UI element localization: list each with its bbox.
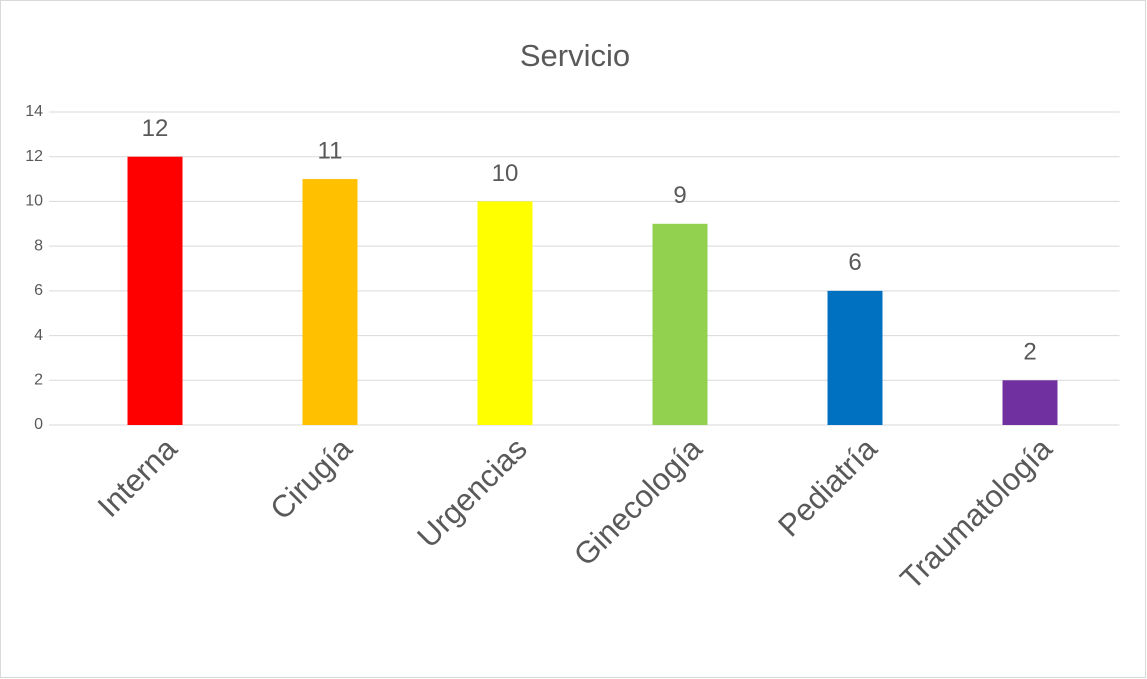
bar <box>302 179 358 425</box>
bar <box>1002 380 1058 425</box>
data-label: 2 <box>1023 339 1036 366</box>
bar <box>827 290 883 425</box>
bar <box>127 156 183 425</box>
y-tick-label: 12 <box>25 148 43 165</box>
data-label: 9 <box>673 182 686 209</box>
data-label: 11 <box>318 137 343 164</box>
y-tick-label: 10 <box>25 193 43 210</box>
chart-title: Servicio <box>520 38 630 73</box>
bar <box>652 223 708 425</box>
data-label: 6 <box>848 249 861 276</box>
data-label: 12 <box>142 115 169 142</box>
y-tick-label: 0 <box>34 416 43 433</box>
y-tick-label: 8 <box>34 237 43 254</box>
y-tick-label: 4 <box>34 327 43 344</box>
y-tick-label: 2 <box>34 372 43 389</box>
y-tick-label: 6 <box>34 282 43 299</box>
data-label: 10 <box>492 160 519 187</box>
y-tick-label: 14 <box>25 103 43 120</box>
bar <box>477 201 533 425</box>
